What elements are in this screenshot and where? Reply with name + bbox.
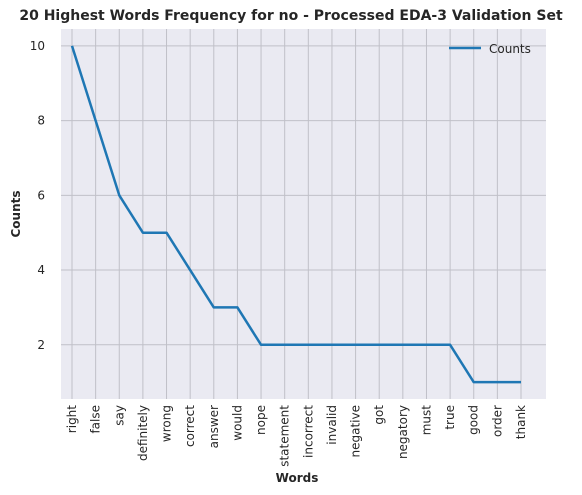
x-tick-label: say xyxy=(112,405,126,426)
x-tick-label: correct xyxy=(183,405,197,447)
y-tick-labels: 2 4 6 8 10 xyxy=(30,39,45,352)
x-tick-label: false xyxy=(89,405,103,434)
plot-area xyxy=(61,29,546,399)
x-tick-label: would xyxy=(230,405,244,441)
x-tick-label: wrong xyxy=(160,405,174,442)
y-tick-label: 8 xyxy=(37,114,45,128)
x-tick-label: answer xyxy=(207,405,221,448)
x-tick-label: true xyxy=(443,405,457,430)
x-tick-label: got xyxy=(372,405,386,425)
y-tick-label: 2 xyxy=(37,338,45,352)
series-line-counts xyxy=(70,45,521,384)
x-tick-label: nope xyxy=(254,405,268,435)
x-tick-label: right xyxy=(65,405,79,433)
x-tick-label: thank xyxy=(514,405,528,439)
chart-title: 20 Highest Words Frequency for no - Proc… xyxy=(19,8,563,24)
grid-lines xyxy=(61,29,546,399)
legend-entry-counts: Counts xyxy=(489,42,531,56)
x-tick-label: definitely xyxy=(136,405,150,461)
y-tick-label: 4 xyxy=(37,263,45,277)
x-tick-label: must xyxy=(419,405,433,436)
x-tick-label: order xyxy=(490,405,504,437)
y-axis-label: Counts xyxy=(9,190,23,237)
x-axis-label: Words xyxy=(276,471,319,485)
x-tick-label: statement xyxy=(278,405,292,467)
x-tick-label: good xyxy=(467,405,481,435)
x-tick-label: negatory xyxy=(396,405,410,459)
x-tick-labels: right false say definitely wrong correct answe… xyxy=(65,405,528,467)
legend: Counts xyxy=(449,42,531,56)
x-tick-label: incorrect xyxy=(301,405,315,458)
y-tick-label: 10 xyxy=(30,39,45,53)
y-tick-label: 6 xyxy=(37,188,45,202)
x-tick-label: invalid xyxy=(325,405,339,445)
x-tick-label: negative xyxy=(349,405,363,457)
